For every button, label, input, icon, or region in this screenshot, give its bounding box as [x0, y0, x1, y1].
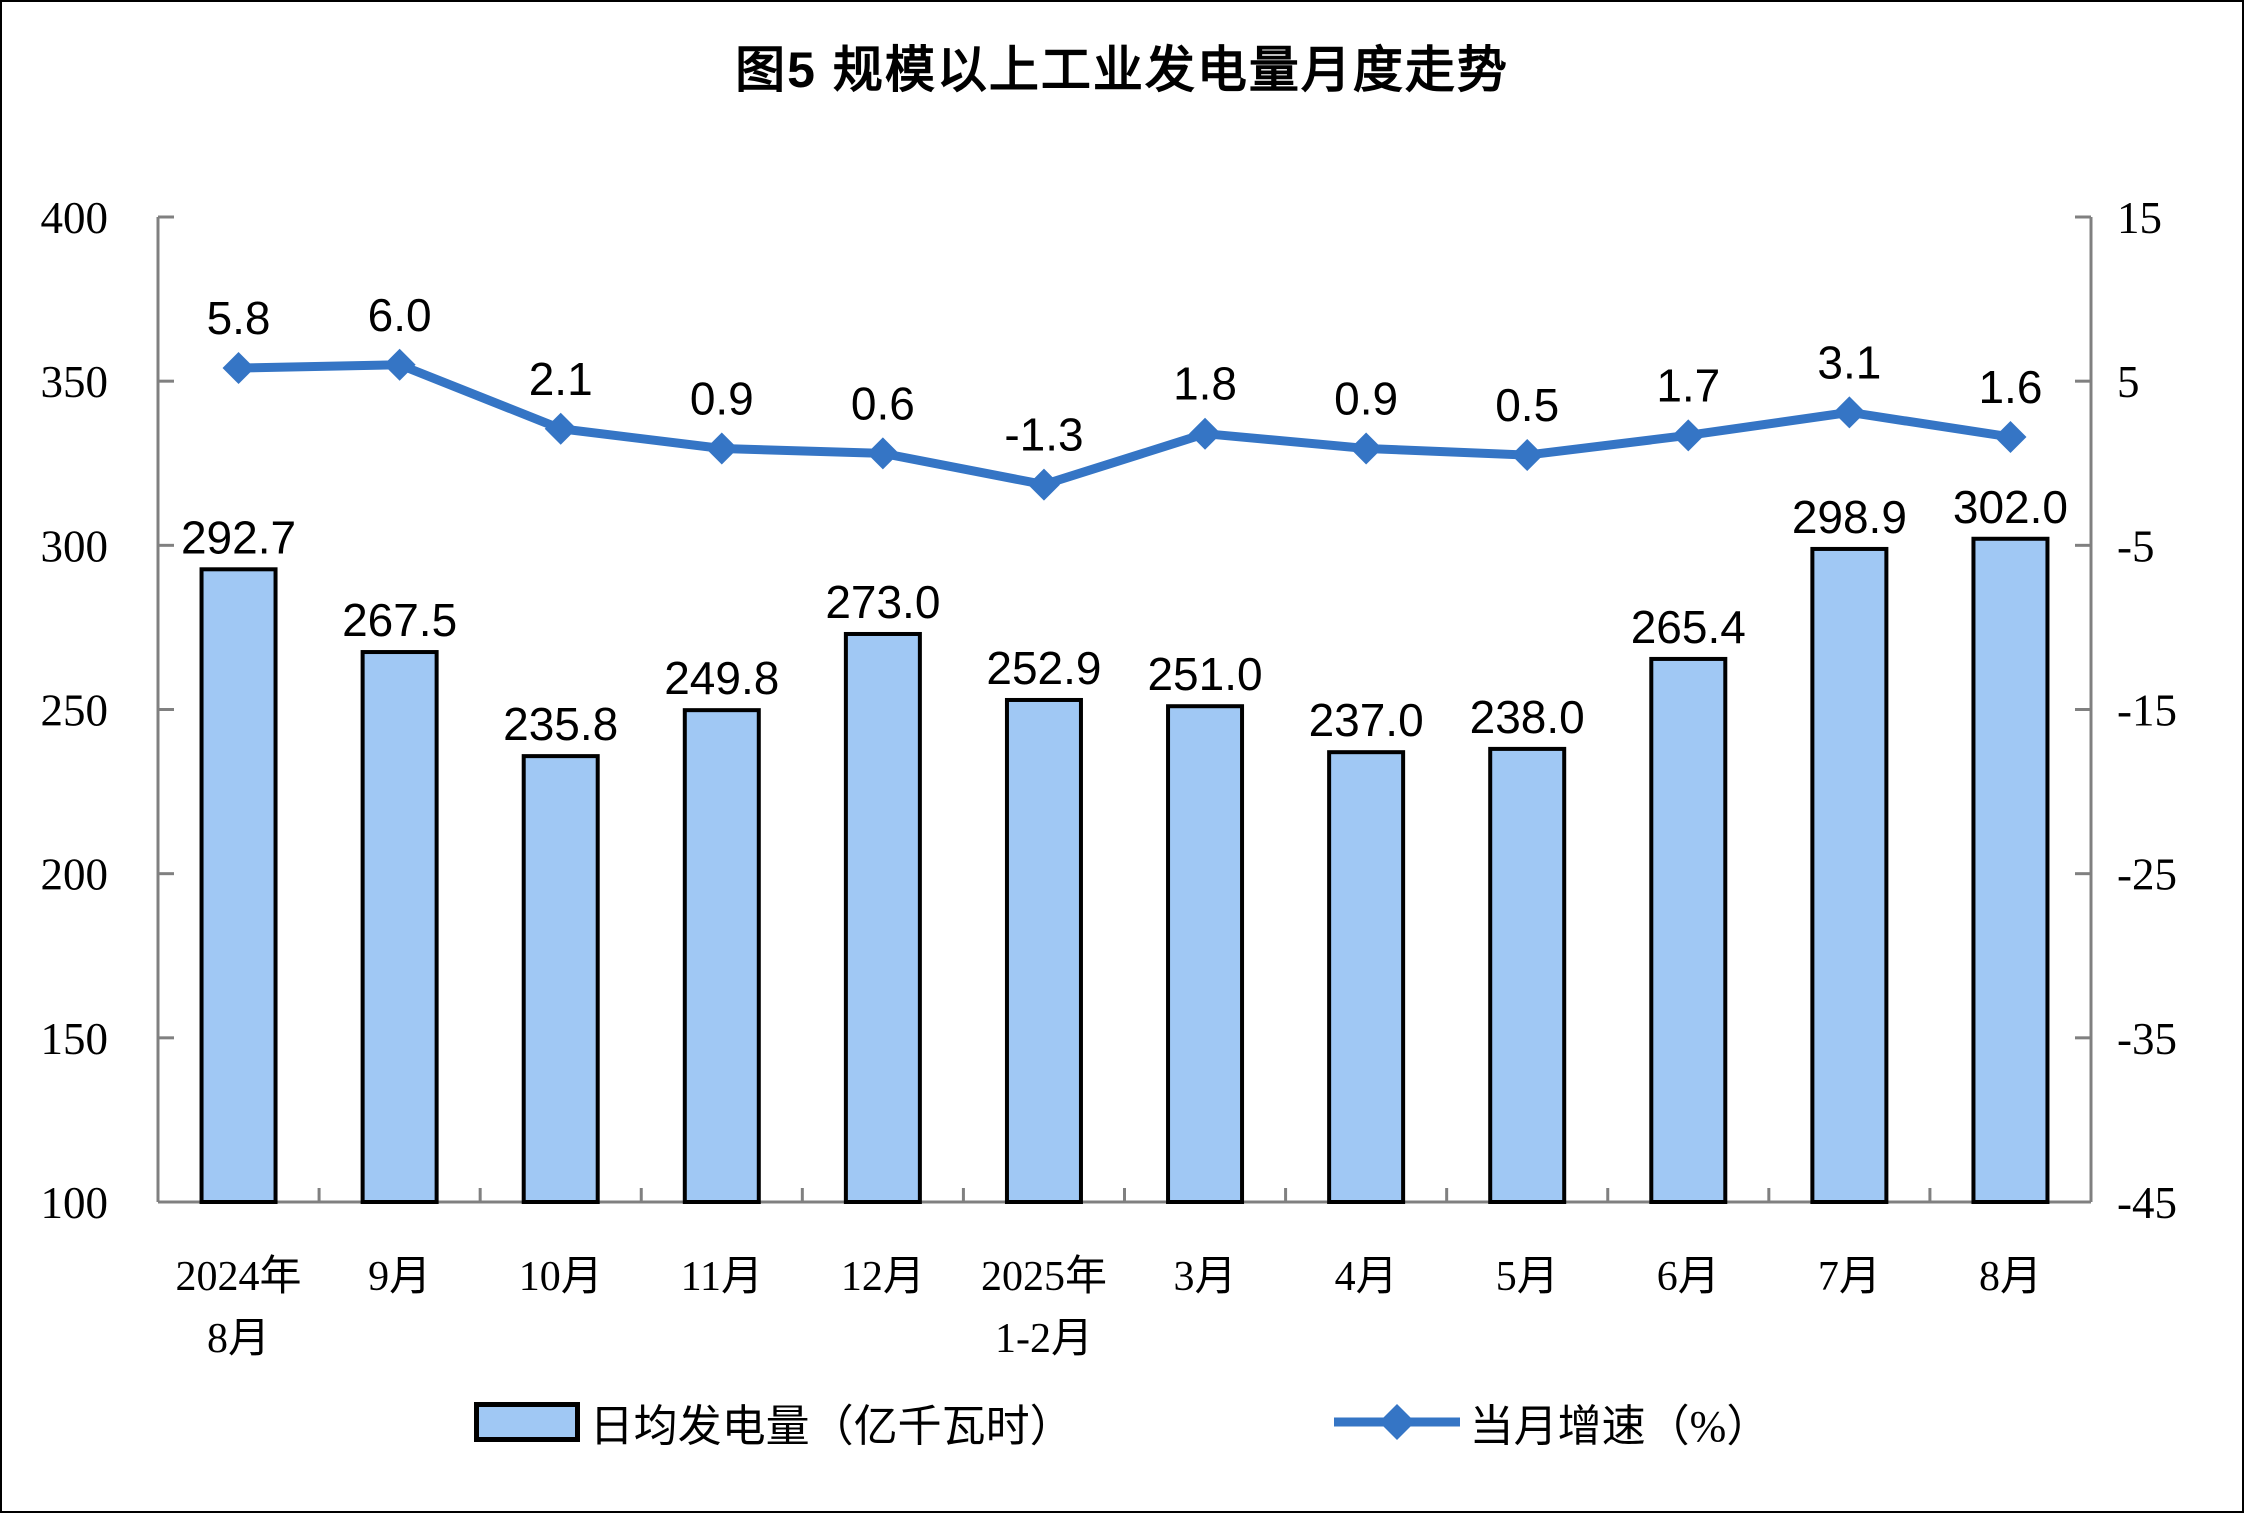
line-marker-diamond-icon	[1189, 417, 1222, 450]
legend-label-line-series: 当月增速（%）	[1469, 1402, 1771, 1451]
bar	[1488, 746, 1567, 1205]
line-marker-diamond-icon	[1994, 420, 2027, 453]
line-value-label: 1.7	[1656, 359, 1720, 411]
left-axis-tick-label: 100	[41, 1178, 109, 1228]
line-marker-diamond-icon	[1027, 468, 1060, 501]
line-value-label: 1.8	[1173, 358, 1237, 410]
line-value-label: 3.1	[1817, 336, 1881, 388]
bar-value-label: 273.0	[825, 576, 940, 628]
left-axis-tick-label: 200	[41, 850, 109, 900]
x-axis-category-label: 1-2月	[995, 1316, 1093, 1362]
x-axis-category-label: 12月	[841, 1254, 925, 1300]
line-series-swatch-icon	[1333, 1404, 1460, 1440]
bar-value-label: 267.5	[342, 594, 457, 646]
left-axis-tick-label: 250	[41, 686, 109, 736]
line-marker-diamond-icon	[705, 432, 738, 465]
x-axis-category-label: 7月	[1818, 1254, 1881, 1300]
bar-value-label: 249.8	[664, 652, 779, 704]
chart-title: 图5 规模以上工业发电量月度走势	[735, 42, 1509, 98]
bar	[843, 631, 922, 1204]
bar-value-label: 235.8	[503, 698, 618, 750]
bar	[1166, 704, 1245, 1204]
line-value-label: -1.3	[1004, 409, 1083, 461]
bar-value-label: 252.9	[986, 642, 1101, 694]
x-axis-category-label: 8月	[207, 1316, 270, 1362]
x-axis-category-label: 5月	[1496, 1254, 1559, 1300]
bar	[521, 754, 600, 1205]
right-axis-tick-label: 15	[2117, 193, 2162, 243]
line-value-label: 0.6	[851, 377, 915, 429]
x-axis-category-label: 10月	[519, 1254, 603, 1300]
bar	[1649, 656, 1728, 1204]
line-value-label: 2.1	[529, 353, 593, 405]
legend: 日均发电量（亿千瓦时） 当月增速（%）	[2, 1390, 2242, 1454]
bar-value-label: 302.0	[1953, 481, 2068, 533]
x-axis-category-label: 2024年	[176, 1253, 302, 1300]
left-axis-tick-label: 400	[41, 193, 109, 243]
x-axis-category-label: 8月	[1979, 1254, 2042, 1300]
bar	[1327, 750, 1406, 1205]
bar-value-label: 292.7	[181, 511, 296, 563]
line-marker-diamond-icon	[222, 352, 255, 385]
x-axis-category-label: 11月	[681, 1254, 763, 1300]
growth-line	[238, 360, 2012, 490]
legend-label-bar-series: 日均发电量（亿千瓦时）	[589, 1402, 1074, 1451]
bar-value-label: 298.9	[1792, 491, 1907, 543]
line-swatch-glyph	[1378, 1404, 1415, 1440]
bar	[1971, 536, 2050, 1204]
line-marker-diamond-icon	[1350, 432, 1383, 465]
line-marker-diamond-icon	[1672, 419, 1705, 452]
line-value-label: 5.8	[207, 292, 271, 344]
bar-value-label: 265.4	[1631, 601, 1746, 653]
bar	[1810, 546, 1889, 1204]
bar-series-swatch-icon	[473, 1402, 580, 1442]
bar	[682, 708, 761, 1204]
right-axis-tick-label: -15	[2117, 686, 2177, 736]
right-axis-tick-label: -25	[2117, 850, 2177, 900]
x-axis-category-label: 3月	[1174, 1254, 1237, 1300]
bar-value-label: 238.0	[1470, 691, 1585, 743]
bar-value-label: 237.0	[1309, 694, 1424, 746]
line-value-label: 6.0	[368, 289, 432, 341]
legend-item-bar-series: 日均发电量（亿千瓦时）	[473, 1390, 1074, 1454]
bar	[360, 650, 439, 1204]
line-marker-diamond-icon	[1511, 439, 1544, 472]
right-axis-tick-label: -5	[2117, 521, 2155, 571]
x-axis-category-label: 2025年	[981, 1253, 1107, 1300]
chart-canvas: 400 350 300 250 200 150 100 15 5 -5 -15 -25 -35 -45 29…	[41, 193, 2178, 1362]
line-value-label: 0.9	[690, 372, 754, 424]
line-marker-diamond-icon	[866, 437, 899, 470]
line-value-label: 0.9	[1334, 372, 1398, 424]
left-axis-tick-label: 150	[41, 1014, 109, 1064]
line-marker-diamond-icon	[383, 348, 416, 381]
x-axis-category-label: 9月	[368, 1254, 431, 1300]
left-axis-tick-label: 350	[41, 357, 109, 407]
line-marker-diamond-icon	[544, 412, 577, 445]
x-axis-category-label: 6月	[1657, 1254, 1720, 1300]
right-axis-tick-label: -35	[2117, 1014, 2177, 1064]
bar	[199, 567, 278, 1204]
line-value-label: 0.5	[1495, 379, 1559, 431]
bar-value-label: 251.0	[1147, 648, 1262, 700]
right-axis-tick-label: 5	[2117, 357, 2140, 407]
x-axis-category-label: 4月	[1335, 1254, 1398, 1300]
legend-item-line-series: 当月增速（%）	[1333, 1390, 1771, 1454]
line-value-label: 1.6	[1978, 361, 2042, 413]
line-marker-diamond-icon	[1833, 396, 1866, 429]
right-axis-tick-label: -45	[2117, 1178, 2177, 1228]
bar	[1004, 697, 1083, 1204]
left-axis-tick-label: 300	[41, 521, 109, 571]
